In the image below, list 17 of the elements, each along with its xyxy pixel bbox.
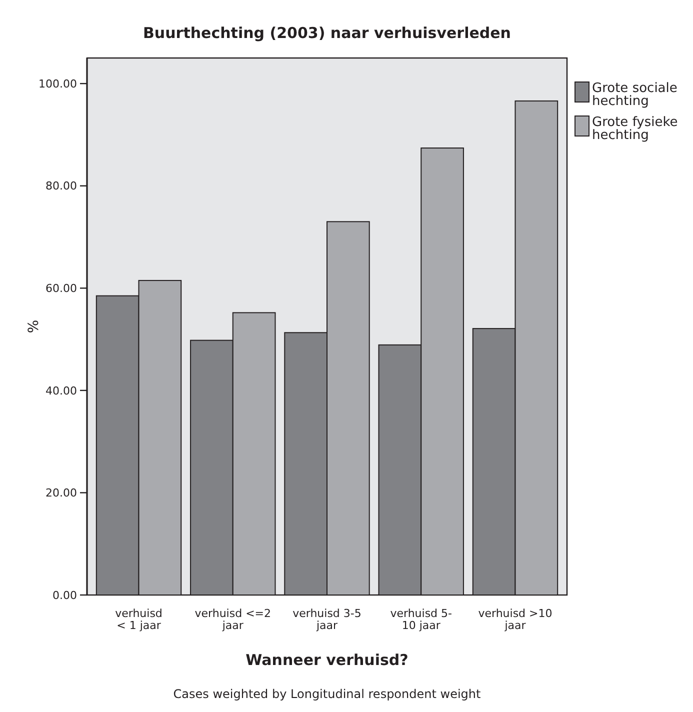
x-tick-label: verhuisd <=2 jaar (194, 607, 272, 632)
text: Cases weighted by Longitudinal respondent weight (173, 687, 482, 701)
x-tick-label: verhuisd < 1 jaar (115, 607, 162, 632)
x-tick-label: verhuisd 3-5 jaar (292, 607, 362, 632)
y-tick-label: 0.00 (52, 588, 77, 602)
y-tick-label: 80.00 (46, 180, 77, 193)
y-tick-label: 60.00 (46, 282, 77, 295)
y-tick-label: 40.00 (46, 384, 77, 398)
x-tick-label: verhuisd >10 jaar (478, 607, 552, 632)
y-tick-label: 20.00 (46, 486, 77, 500)
chart-title: Buurthechting (2003) naar verhuisverleden (143, 24, 511, 42)
x-tick-label: verhuisd 5- 10 jaar (390, 607, 452, 632)
y-axis-title: % (26, 320, 42, 334)
legend-label: Grote fysieke hechting (592, 115, 678, 143)
x-axis-title: Wanneer verhuisd? (246, 651, 408, 669)
y-tick-label: 100.00 (38, 77, 77, 90)
legend-label: Grote sociale hechting (592, 81, 678, 109)
